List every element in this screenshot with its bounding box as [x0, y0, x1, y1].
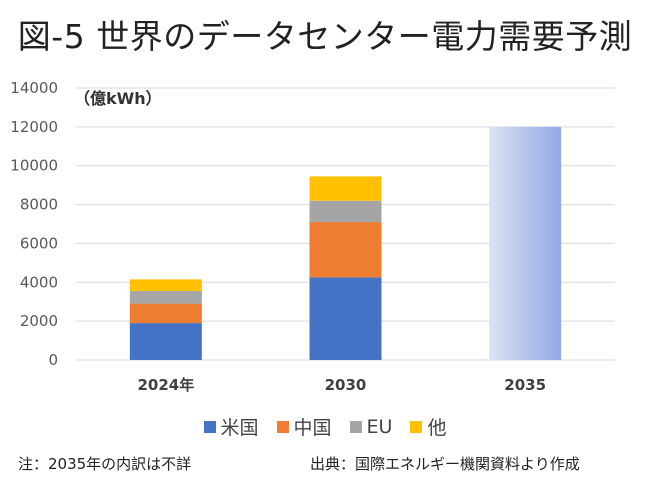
legend-item: 米国	[203, 413, 259, 440]
legend-swatch	[410, 420, 423, 433]
bar-segment-2030-中国	[309, 222, 382, 278]
y-tick-label: 4000	[20, 273, 58, 291]
source-credit: 出典：国際エネルギー機関資料より作成	[310, 455, 580, 473]
legend-item: 中国	[276, 413, 332, 440]
bar-total-2035	[489, 126, 562, 360]
y-tick-label: 10000	[10, 157, 58, 175]
x-tick-label: 2024年	[137, 376, 194, 394]
bar-segment-2030-米国	[309, 277, 382, 360]
bar-segment-2024年-中国	[129, 303, 202, 324]
x-tick-label: 2030	[325, 376, 367, 394]
legend-swatch	[349, 420, 362, 433]
x-tick-label: 2035	[504, 376, 546, 394]
bar-segment-2030-EU	[309, 200, 382, 223]
legend: 米国 中国 EU 他	[0, 413, 650, 440]
y-axis-unit-label: （億kWh）	[74, 89, 162, 108]
y-tick-label: 2000	[20, 312, 58, 330]
footnote: 注：2035年の内訳は不詳	[18, 455, 192, 473]
legend-item: EU	[349, 413, 393, 440]
legend-label: 米国	[220, 417, 259, 439]
bar-segment-2030-他	[309, 176, 382, 201]
y-tick-label: 8000	[20, 196, 58, 214]
legend-item: 他	[410, 413, 446, 440]
y-tick-label: 6000	[20, 234, 58, 252]
legend-label: 中国	[293, 417, 332, 439]
legend-label: EU	[366, 415, 393, 438]
legend-swatch	[203, 420, 216, 433]
y-tick-label: 14000	[10, 79, 58, 97]
y-tick-label: 0	[48, 351, 58, 369]
bar-segment-2024年-他	[129, 279, 202, 292]
bar-segment-2024年-米国	[129, 323, 202, 360]
legend-label: 他	[427, 417, 447, 439]
y-tick-label: 12000	[10, 118, 58, 136]
legend-swatch	[276, 420, 289, 433]
bar-segment-2024年-EU	[129, 291, 202, 304]
chart-title: 図-5 世界のデータセンター電力需要予測	[17, 17, 633, 56]
